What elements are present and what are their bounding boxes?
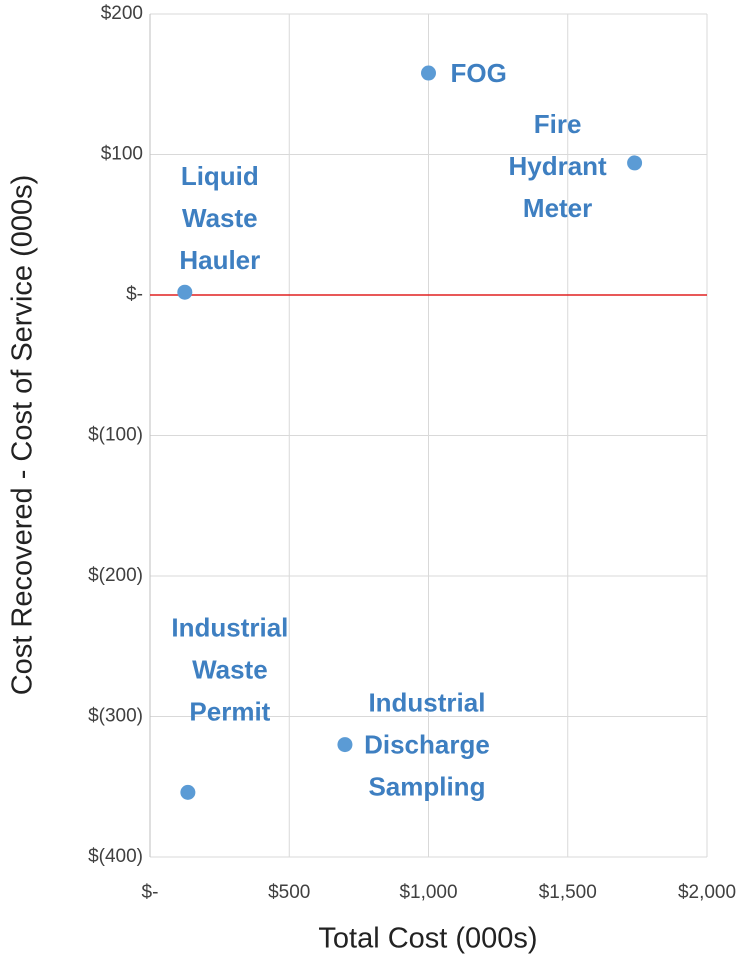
y-tick-label: $(300) xyxy=(88,706,143,727)
point-label: Industrial Waste Permit xyxy=(171,612,288,726)
x-tick-label: $- xyxy=(142,882,159,903)
y-tick-label: $(100) xyxy=(88,425,143,446)
x-axis-title: Total Cost (000s) xyxy=(318,923,537,955)
data-point xyxy=(337,737,353,753)
y-tick-label: $(200) xyxy=(88,565,143,586)
x-tick-label: $2,000 xyxy=(678,882,736,903)
point-label: Liquid Waste Hauler xyxy=(179,161,260,275)
data-point xyxy=(180,784,196,800)
data-point xyxy=(177,284,193,300)
point-label: Industrial Discharge Sampling xyxy=(364,687,490,801)
point-label: Fire Hydrant Meter xyxy=(508,109,607,223)
y-tick-label: $(400) xyxy=(88,846,143,867)
point-label: FOG xyxy=(451,58,507,88)
x-tick-label: $500 xyxy=(268,882,310,903)
x-tick-label: $1,000 xyxy=(399,882,457,903)
data-point xyxy=(627,155,643,171)
x-tick-label: $1,500 xyxy=(539,882,597,903)
y-tick-label: $200 xyxy=(101,3,143,24)
y-tick-label: $- xyxy=(126,284,143,305)
data-point xyxy=(421,65,436,81)
y-tick-label: $100 xyxy=(101,144,143,165)
y-axis-title: Cost Recovered - Cost of Service (000s) xyxy=(7,175,39,696)
